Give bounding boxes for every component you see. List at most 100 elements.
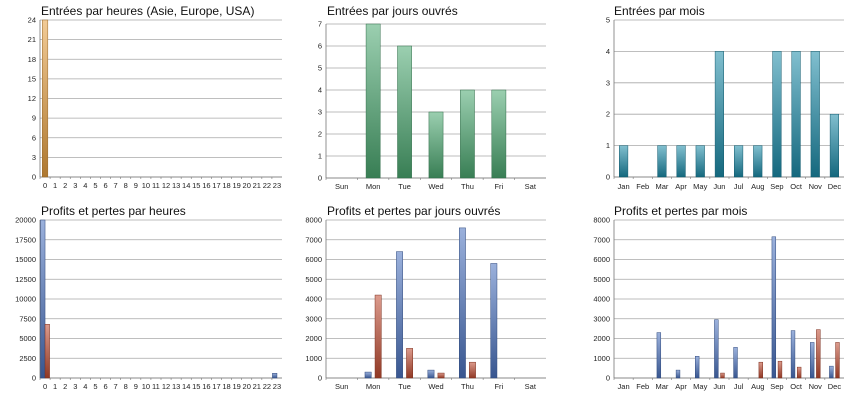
x-tick-label: 7 xyxy=(114,382,118,391)
x-tick-label: Nov xyxy=(809,182,823,191)
bar xyxy=(791,51,801,178)
bar xyxy=(816,329,821,379)
x-tick-label: 22 xyxy=(263,382,271,391)
x-tick-label: Aug xyxy=(751,382,764,391)
x-tick-label: 17 xyxy=(212,382,220,391)
x-tick-label: 20 xyxy=(243,181,251,190)
x-tick-label: 10 xyxy=(142,382,150,391)
chart-panel-entries-by-weekday: Entrées par jours ouvrés 0 1 2 3 4 5 6 7 Sun Mon T… xyxy=(288,0,574,198)
x-tick-label: 12 xyxy=(162,382,170,391)
x-tick-label: Jan xyxy=(618,182,630,191)
chart-title: Entrées par jours ouvrés xyxy=(327,4,458,18)
bar xyxy=(810,342,815,379)
x-tick-label: Jun xyxy=(713,382,725,391)
bar xyxy=(810,51,820,178)
y-tick-label: 6000 xyxy=(593,255,610,264)
bar xyxy=(364,371,372,379)
x-tick-label: Oct xyxy=(790,382,803,391)
bar xyxy=(469,361,476,379)
x-tick-label: 4 xyxy=(83,181,87,190)
y-tick-label: 9 xyxy=(32,114,36,123)
y-tick-label: 8000 xyxy=(305,216,322,225)
x-tick-label: Oct xyxy=(790,182,803,191)
x-tick-label: Nov xyxy=(809,382,823,391)
chart-panel-pl-by-hour: Profits et pertes par heures 0 2500 5000 75… xyxy=(0,200,288,400)
x-tick-label: 1 xyxy=(53,181,57,190)
chart-plot: 0 1000 2000 3000 4000 5000 6000 7000 8000 Jan Feb M… xyxy=(593,216,844,391)
bar xyxy=(491,89,507,179)
bar xyxy=(777,360,783,379)
y-tick-label: 1 xyxy=(318,152,322,161)
x-tick-label: Thu xyxy=(461,382,474,391)
bar xyxy=(428,111,444,179)
bar xyxy=(437,372,445,379)
y-tick-label: 3 xyxy=(32,153,36,162)
bar xyxy=(695,356,700,379)
x-tick-label: Mar xyxy=(655,382,668,391)
x-tick-label: 2 xyxy=(63,181,67,190)
x-tick-label: 20 xyxy=(243,382,251,391)
x-tick-label: 16 xyxy=(202,181,210,190)
chart-panel-entries-by-hour: Entrées par heures (Asie, Europe, USA) 0… xyxy=(0,0,288,198)
chart-title: Entrées par heures (Asie, Europe, USA) xyxy=(41,4,255,18)
bar xyxy=(459,227,466,379)
x-tick-label: 7 xyxy=(114,181,118,190)
y-tick-label: 5000 xyxy=(593,275,610,284)
bar xyxy=(771,236,777,379)
x-tick-label: 4 xyxy=(83,382,87,391)
y-tick-label: 17500 xyxy=(15,235,36,244)
x-tick-label: Jun xyxy=(713,182,725,191)
x-tick-label: 14 xyxy=(182,181,190,190)
y-tick-label: 7500 xyxy=(19,314,36,323)
x-tick-label: 5 xyxy=(93,181,97,190)
y-tick-label: 3000 xyxy=(305,314,322,323)
bar xyxy=(460,89,475,179)
bar xyxy=(397,45,412,179)
bar xyxy=(733,347,738,379)
x-tick-label: Sat xyxy=(525,182,537,191)
y-tick-label: 2000 xyxy=(305,334,322,343)
y-tick-label: 6 xyxy=(318,42,322,51)
y-tick-label: 6 xyxy=(32,133,36,142)
bar xyxy=(42,19,49,178)
chart-panel-pl-by-weekday: Profits et pertes par jours ouvrés 0 1000… xyxy=(288,200,574,400)
y-tick-label: 15 xyxy=(28,74,36,83)
bar xyxy=(675,369,681,379)
bar xyxy=(374,294,382,379)
y-tick-label: 4000 xyxy=(305,295,322,304)
y-tick-label: 12500 xyxy=(15,275,36,284)
bar xyxy=(758,361,763,379)
x-tick-label: 14 xyxy=(182,382,190,391)
bar xyxy=(619,145,629,178)
x-tick-label: 9 xyxy=(134,382,138,391)
y-tick-label: 7 xyxy=(318,20,322,29)
x-tick-label: 1 xyxy=(53,382,57,391)
x-tick-label: May xyxy=(693,182,707,191)
y-tick-label: 15000 xyxy=(15,255,36,264)
y-tick-label: 10000 xyxy=(15,295,36,304)
bar xyxy=(396,251,403,379)
x-tick-label: 6 xyxy=(103,382,107,391)
bar xyxy=(829,365,834,379)
x-tick-label: Fri xyxy=(494,182,503,191)
y-tick-label: 7000 xyxy=(593,235,610,244)
chart-title: Entrées par mois xyxy=(614,4,705,18)
chart-title: Profits et pertes par heures xyxy=(41,204,186,218)
y-tick-label: 2 xyxy=(606,110,610,119)
bar xyxy=(753,145,763,178)
x-tick-label: 10 xyxy=(142,181,150,190)
x-tick-label: Jul xyxy=(734,382,744,391)
x-tick-label: Jan xyxy=(618,382,630,391)
x-tick-label: Mon xyxy=(366,382,381,391)
x-tick-label: Dec xyxy=(828,182,842,191)
bar xyxy=(365,23,381,179)
bar xyxy=(796,366,802,379)
y-tick-label: 0 xyxy=(318,174,322,183)
x-tick-label: 0 xyxy=(43,382,47,391)
x-tick-label: 11 xyxy=(152,382,160,391)
y-tick-label: 5 xyxy=(318,64,322,73)
y-tick-label: 7000 xyxy=(305,235,322,244)
y-tick-label: 3 xyxy=(606,78,610,87)
y-tick-label: 1 xyxy=(606,141,610,150)
